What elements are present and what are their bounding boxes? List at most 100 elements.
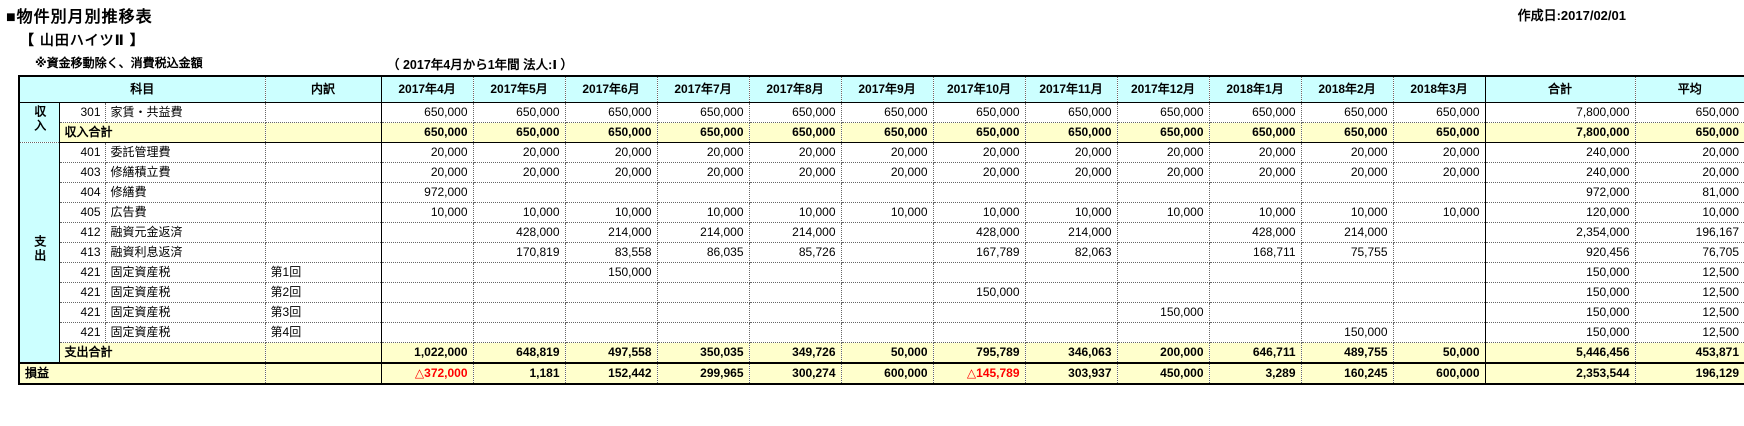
month-value-cell: 20,000 (472, 141, 566, 163)
account-name: 融資利息返済 (104, 241, 266, 263)
month-value-cell: 214,000 (748, 221, 842, 243)
average-value-cell: 81,000 (1634, 181, 1744, 203)
month-value-cell (932, 181, 1026, 203)
month-value-cell: 972,000 (380, 181, 474, 203)
month-value-cell (748, 301, 842, 323)
month-value-cell: 489,755 (1300, 341, 1394, 363)
month-value-cell (1392, 281, 1486, 303)
month-value-cell: 650,000 (472, 121, 566, 143)
month-value-cell: 20,000 (1392, 161, 1486, 183)
month-value-cell (380, 241, 474, 263)
month-value-cell: 20,000 (1392, 141, 1486, 163)
month-value-cell (1208, 301, 1302, 323)
total-value-cell: 2,353,544 (1484, 361, 1636, 384)
month-value-cell (1392, 301, 1486, 323)
month-value-cell (748, 321, 842, 343)
month-value-cell: 650,000 (1024, 121, 1118, 143)
col-header-month: 2018年1月 (1208, 75, 1302, 103)
month-value-cell (1024, 281, 1118, 303)
average-value-cell: 12,500 (1634, 281, 1744, 303)
month-value-cell: 85,726 (748, 241, 842, 263)
month-value-cell (1300, 261, 1394, 283)
month-value-cell: 20,000 (1208, 141, 1302, 163)
table-row: 421 固定資産税 第3回 150,000 150,000 12,500 (19, 301, 1744, 323)
total-value-cell: 150,000 (1484, 261, 1636, 283)
month-value-cell: 650,000 (380, 101, 474, 123)
month-value-cell: 20,000 (932, 161, 1026, 183)
month-value-cell: 650,000 (1392, 121, 1486, 143)
month-value-cell: 350,035 (656, 341, 750, 363)
month-value-cell: 20,000 (564, 141, 658, 163)
page-title: ■物件別月別推移表 (6, 9, 153, 26)
month-value-cell: 3,289 (1208, 361, 1302, 384)
month-value-cell (564, 281, 658, 303)
group-label: 支出 (18, 141, 60, 363)
month-value-cell: 650,000 (748, 121, 842, 143)
monthly-transition-table: 科目 内訳 2017年4月 2017年5月 2017年6月 2017年7月 2017年8月 2… (18, 75, 1744, 385)
account-code: 403 (58, 161, 106, 183)
month-value-cell: 20,000 (656, 141, 750, 163)
month-value-cell (840, 261, 934, 283)
month-value-cell: 20,000 (748, 161, 842, 183)
month-value-cell (380, 281, 474, 303)
month-value-cell: 20,000 (1300, 161, 1394, 183)
breakdown-cell (264, 161, 382, 183)
breakdown-cell (264, 341, 382, 363)
report-header: ■物件別月別推移表 作成日:2017/02/01 (6, 3, 1738, 27)
col-header-month: 2017年12月 (1116, 75, 1210, 103)
month-value-cell: 600,000 (1392, 361, 1486, 384)
month-value-cell: 650,000 (840, 101, 934, 123)
col-header-subject: 科目 (18, 75, 266, 103)
month-value-cell: 150,000 (932, 281, 1026, 303)
month-value-cell: 600,000 (840, 361, 934, 384)
month-value-cell: 10,000 (1116, 201, 1210, 223)
account-name: 広告費 (104, 201, 266, 223)
average-value-cell: 453,871 (1634, 341, 1744, 363)
breakdown-cell (264, 361, 382, 384)
total-value-cell: 150,000 (1484, 281, 1636, 303)
table-row: 403 修繕積立費 20,000 20,000 20,000 20,000 20,000 20… (19, 161, 1744, 183)
average-value-cell: 10,000 (1634, 201, 1744, 223)
month-value-cell: 648,819 (472, 341, 566, 363)
month-value-cell: 20,000 (1116, 161, 1210, 183)
month-value-cell (472, 321, 566, 343)
month-value-cell: 20,000 (840, 141, 934, 163)
month-value-cell: 20,000 (1208, 161, 1302, 183)
breakdown-cell (264, 101, 382, 123)
month-value-cell (932, 301, 1026, 323)
month-value-cell: 10,000 (748, 201, 842, 223)
month-value-cell: 10,000 (1024, 201, 1118, 223)
month-value-cell: 646,711 (1208, 341, 1302, 363)
breakdown-cell: 第3回 (264, 301, 382, 323)
month-value-cell: 83,558 (564, 241, 658, 263)
table-row: 421 固定資産税 第4回 150,000 150,000 12,500 (19, 321, 1744, 343)
account-name: 修繕費 (104, 181, 266, 203)
month-value-cell: 20,000 (748, 141, 842, 163)
total-value-cell: 972,000 (1484, 181, 1636, 203)
month-value-cell: 214,000 (1300, 221, 1394, 243)
month-value-cell: 650,000 (564, 121, 658, 143)
month-value-cell (932, 321, 1026, 343)
month-value-cell (1116, 241, 1210, 263)
month-value-cell (380, 221, 474, 243)
month-value-cell: 299,965 (656, 361, 750, 384)
account-code: 401 (58, 141, 106, 163)
month-value-cell (1392, 321, 1486, 343)
month-value-cell: 10,000 (564, 201, 658, 223)
table-row: 404 修繕費 972,000 972,000 81,000 (19, 181, 1744, 203)
month-value-cell: 75,755 (1300, 241, 1394, 263)
total-row-label: 収入合計 (58, 121, 266, 143)
month-value-cell (472, 301, 566, 323)
month-value-cell: 168,711 (1208, 241, 1302, 263)
col-header-month: 2017年7月 (656, 75, 750, 103)
month-value-cell (1300, 281, 1394, 303)
month-value-cell: 20,000 (840, 161, 934, 183)
total-value-cell: 120,000 (1484, 201, 1636, 223)
month-value-cell: 650,000 (932, 121, 1026, 143)
month-value-cell (1300, 181, 1394, 203)
month-value-cell: 50,000 (1392, 341, 1486, 363)
month-value-cell: 20,000 (380, 141, 474, 163)
month-value-cell: 82,063 (1024, 241, 1118, 263)
breakdown-cell (264, 201, 382, 223)
account-code: 301 (58, 101, 106, 123)
